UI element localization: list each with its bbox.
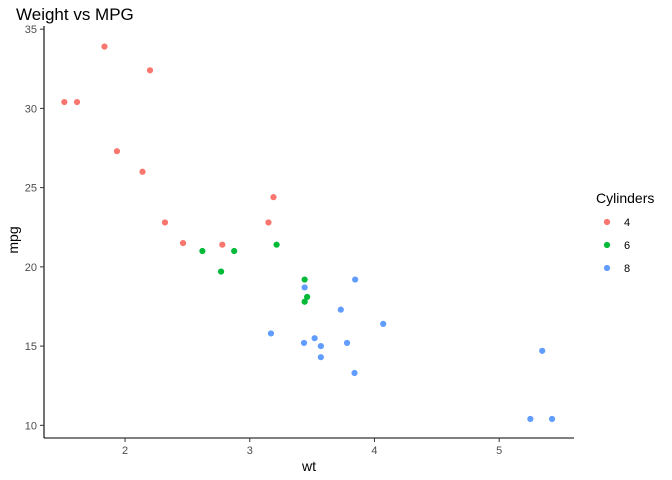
data-point [270,194,277,201]
y-tick-label: 15 [25,341,37,353]
data-point [231,247,238,255]
data-point [217,268,225,275]
data-point [273,241,280,248]
data-point [139,168,146,175]
y-axis-ticks: 10 15 20 25 30 35 [25,24,44,432]
data-point [300,339,308,347]
plot-area [61,43,556,423]
data-point [311,335,318,342]
data-point [301,298,308,305]
data-point [301,284,308,291]
data-point [219,241,226,248]
data-point [343,339,351,347]
data-point [527,415,534,423]
y-axis-title: mpg [5,226,21,253]
data-point [199,247,206,255]
y-tick-label: 10 [25,420,37,432]
data-point [380,320,387,328]
x-tick-label: 3 [247,445,253,457]
data-point [161,219,169,226]
x-tick-label: 4 [371,445,377,457]
data-point [548,415,556,423]
legend-key-8 [603,264,611,272]
data-point [301,276,308,283]
data-point [179,239,187,247]
legend-label-4: 4 [624,217,630,229]
y-tick-label: 25 [25,183,37,195]
data-point [317,354,324,361]
data-point [146,67,154,74]
data-point [101,43,108,50]
data-point [351,369,358,377]
x-tick-label: 2 [122,445,128,457]
legend-key-4 [603,218,611,226]
legend-key-6 [603,241,611,249]
data-point [337,306,344,313]
x-axis-ticks: 2 3 4 5 [122,438,502,457]
data-point [317,342,324,350]
legend-label-6: 6 [624,240,630,252]
data-point [73,98,81,106]
y-tick-label: 35 [25,24,37,36]
data-point [265,219,272,226]
x-tick-label: 5 [496,445,502,457]
legend-title: Cylinders [596,190,654,206]
data-point [61,98,68,106]
y-tick-label: 30 [25,103,37,115]
x-axis-title: wt [301,458,316,474]
series-4 [61,43,277,248]
data-point [113,148,121,155]
data-point [304,293,311,301]
legend: Cylinders 4 6 8 [596,190,654,275]
data-point [539,347,546,354]
series-8 [267,276,556,423]
data-point [267,330,275,337]
legend-label-8: 8 [624,263,630,275]
data-point [352,276,359,283]
series-6 [199,241,311,305]
chart-title: Weight vs MPG [16,5,134,24]
y-tick-label: 20 [25,262,37,274]
